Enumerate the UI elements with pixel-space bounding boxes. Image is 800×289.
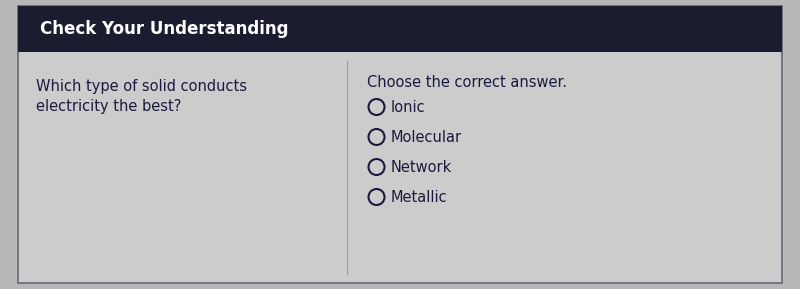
Text: Network: Network bbox=[390, 160, 452, 175]
Text: Metallic: Metallic bbox=[390, 190, 447, 205]
Text: Ionic: Ionic bbox=[390, 99, 425, 114]
Ellipse shape bbox=[369, 189, 385, 205]
Text: electricity the best?: electricity the best? bbox=[36, 99, 182, 114]
Ellipse shape bbox=[369, 99, 385, 115]
FancyBboxPatch shape bbox=[18, 6, 782, 52]
Ellipse shape bbox=[369, 129, 385, 145]
Ellipse shape bbox=[369, 159, 385, 175]
Text: Which type of solid conducts: Which type of solid conducts bbox=[36, 79, 247, 94]
Text: Molecular: Molecular bbox=[390, 129, 462, 144]
Text: Check Your Understanding: Check Your Understanding bbox=[40, 20, 289, 38]
Text: Choose the correct answer.: Choose the correct answer. bbox=[366, 75, 566, 90]
FancyBboxPatch shape bbox=[18, 6, 782, 283]
